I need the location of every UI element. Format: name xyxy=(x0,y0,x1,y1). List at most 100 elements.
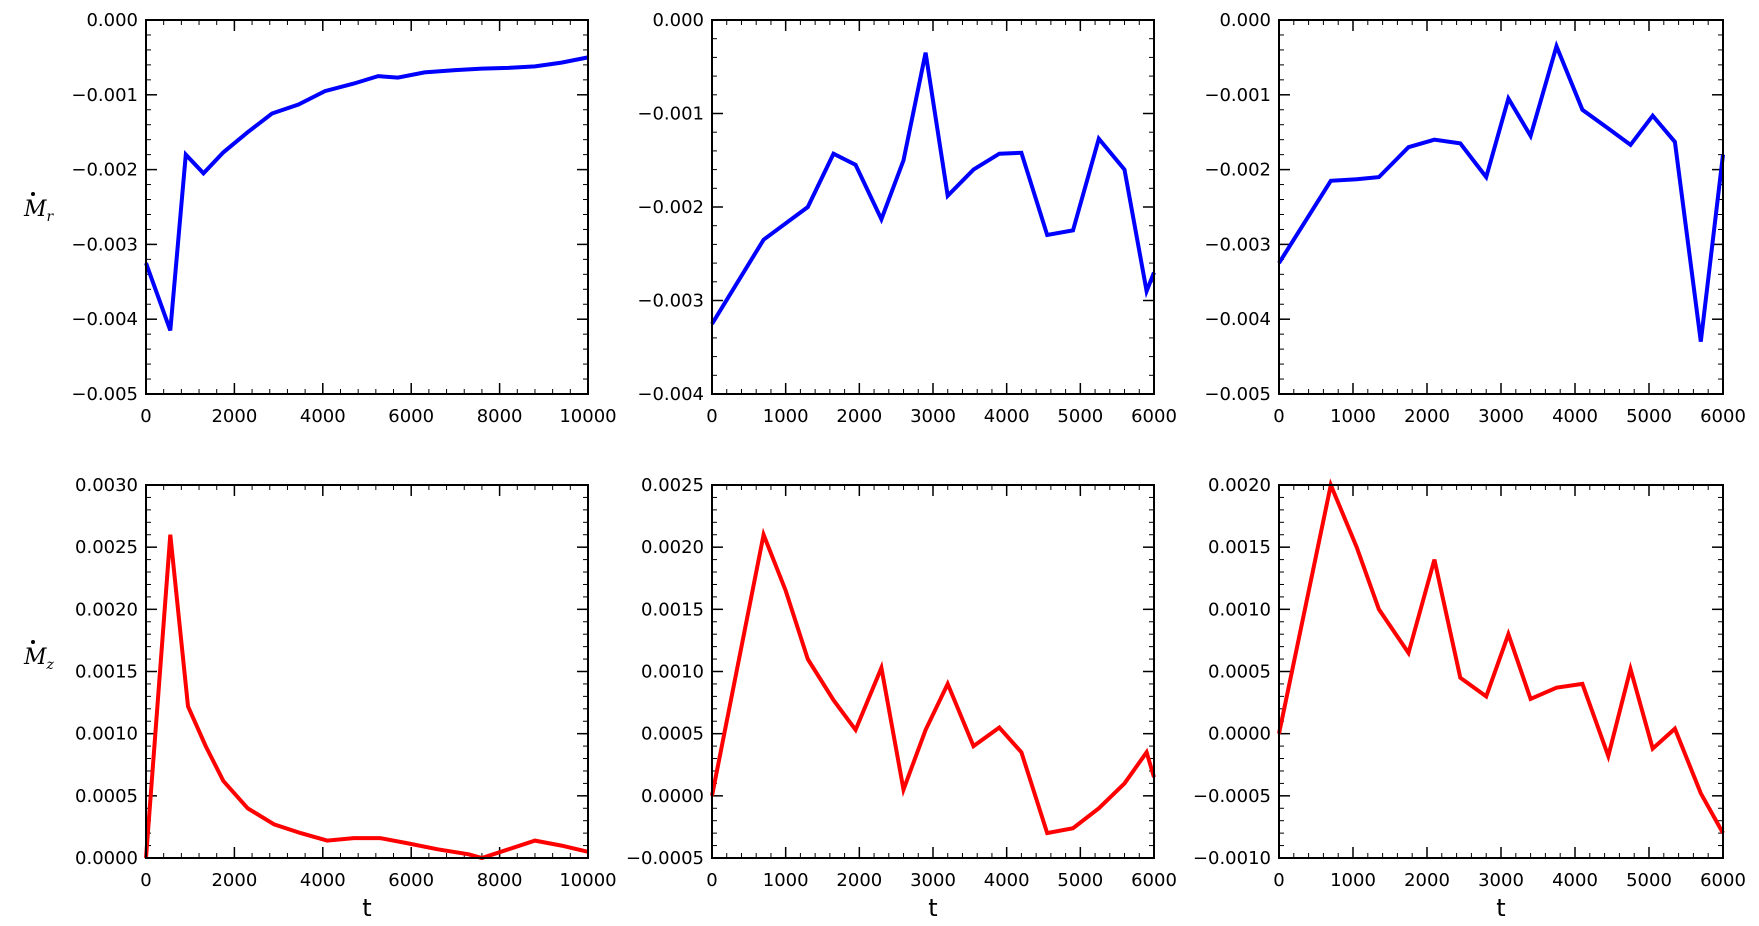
y-tick-label: −0.003 xyxy=(1204,234,1271,255)
x-tick-label: 5000 xyxy=(1057,870,1103,891)
x-tick-label: 0 xyxy=(1273,406,1284,427)
y-tick-label: 0.0010 xyxy=(1208,599,1271,620)
x-tick-label: 3000 xyxy=(1478,406,1524,427)
row-label-mdot-z: Mz xyxy=(23,640,55,673)
x-tick-label: 5000 xyxy=(1626,870,1672,891)
x-tick-label: 0 xyxy=(140,870,151,891)
y-tick-label: −0.005 xyxy=(1204,384,1271,405)
x-tick-label: 6000 xyxy=(1131,870,1177,891)
x-tick-label: 0 xyxy=(706,406,717,427)
y-tick-label: 0.0025 xyxy=(641,475,704,496)
svg-text:Mz: Mz xyxy=(23,645,55,673)
y-tick-label: −0.005 xyxy=(71,384,138,405)
x-tick-label: 6000 xyxy=(1700,406,1746,427)
minor-ticks xyxy=(711,19,1155,395)
major-ticks xyxy=(711,19,1155,395)
y-tick-label: −0.004 xyxy=(637,384,704,405)
y-tick-label: −0.001 xyxy=(637,104,704,125)
x-tick-label: 6000 xyxy=(1131,406,1177,427)
y-tick-label: −0.001 xyxy=(71,85,138,106)
x-tick-label: 2000 xyxy=(836,406,882,427)
row-label-dot xyxy=(31,640,35,644)
chart-panel-bottom-left: 0 2000 4000 6000 8000 10000 0.0000 0.0005 0.0010… xyxy=(75,475,617,922)
y-tick-label: 0.0030 xyxy=(75,475,138,496)
major-ticks xyxy=(1278,484,1724,859)
major-ticks xyxy=(1278,19,1724,395)
x-tick-label: 4000 xyxy=(984,870,1030,891)
minor-ticks xyxy=(1278,484,1724,859)
x-tick-label: 5000 xyxy=(1057,406,1103,427)
y-tick-label: −0.001 xyxy=(1204,85,1271,106)
chart-panel-top-middle: 0 1000 2000 3000 4000 5000 6000 −0.004 −0.003 −0.… xyxy=(637,10,1177,427)
x-tick-label: 8000 xyxy=(477,870,523,891)
y-tick-label: 0.0005 xyxy=(641,724,704,745)
y-tick-label: −0.002 xyxy=(637,197,704,218)
series-line xyxy=(1277,478,1725,835)
y-tick-label: −0.003 xyxy=(71,234,138,255)
x-tick-label: 3000 xyxy=(1478,870,1524,891)
chart-panel-bottom-middle: 0 1000 2000 3000 4000 5000 6000 −0.0005 0.0000 0.… xyxy=(626,475,1177,922)
major-ticks xyxy=(145,19,589,395)
x-tick-label: 8000 xyxy=(477,406,523,427)
minor-ticks xyxy=(145,484,589,859)
x-tick-label: 1000 xyxy=(763,870,809,891)
plot-frame xyxy=(711,484,1155,859)
x-tick-label: 1000 xyxy=(1330,870,1376,891)
chart-panel-top-right: 0 1000 2000 3000 4000 5000 6000 −0.005 −0.004 −0.… xyxy=(1204,10,1746,427)
x-tick-label: 10000 xyxy=(559,406,616,427)
x-tick-label: 6000 xyxy=(388,406,434,427)
x-tick-label: 4000 xyxy=(1552,406,1598,427)
x-tick-label: 2000 xyxy=(1404,870,1450,891)
x-tick-label: 0 xyxy=(706,870,717,891)
x-tick-label: 0 xyxy=(140,406,151,427)
minor-ticks xyxy=(145,19,589,395)
series-line xyxy=(710,527,1156,836)
series-line xyxy=(1277,40,1725,342)
major-ticks xyxy=(711,484,1155,859)
row-label-symbol: M xyxy=(23,197,47,222)
row-label-mdot-r: Mr xyxy=(23,192,55,225)
y-tick-label: 0.0025 xyxy=(75,537,138,558)
x-tick-label: 5000 xyxy=(1626,406,1672,427)
y-tick-label: −0.003 xyxy=(637,291,704,312)
series-line xyxy=(710,52,1156,325)
x-tick-label: 2000 xyxy=(211,406,257,427)
plot-frame xyxy=(145,484,589,859)
plot-frame xyxy=(711,19,1155,395)
x-tick-label: 3000 xyxy=(910,406,956,427)
y-tick-label: −0.002 xyxy=(1204,160,1271,181)
x-tick-label: 4000 xyxy=(300,406,346,427)
y-tick-label: 0.0015 xyxy=(641,599,704,620)
x-tick-label: 0 xyxy=(1273,870,1284,891)
y-tick-label: 0.0000 xyxy=(1208,724,1271,745)
x-tick-label: 6000 xyxy=(388,870,434,891)
y-tick-label: 0.0015 xyxy=(1208,537,1271,558)
y-tick-label: 0.0020 xyxy=(641,537,704,558)
series-line xyxy=(144,55,589,332)
x-tick-label: 4000 xyxy=(1552,870,1598,891)
minor-ticks xyxy=(1278,19,1724,395)
x-tick-label: 3000 xyxy=(910,870,956,891)
y-tick-label: 0.0005 xyxy=(75,786,138,807)
plot-frame xyxy=(1278,484,1724,859)
svg-text:Mr: Mr xyxy=(23,197,55,225)
y-tick-label: −0.0010 xyxy=(1193,848,1271,869)
minor-ticks xyxy=(711,484,1155,859)
x-tick-label: 1000 xyxy=(763,406,809,427)
y-tick-label: 0.0020 xyxy=(75,599,138,620)
y-tick-label: −0.0005 xyxy=(1193,786,1271,807)
y-tick-label: 0.000 xyxy=(86,10,138,31)
y-tick-label: −0.004 xyxy=(1204,309,1271,330)
x-tick-label: 4000 xyxy=(300,870,346,891)
y-tick-label: −0.0005 xyxy=(626,848,704,869)
x-axis-title: t xyxy=(928,894,937,922)
x-axis-title: t xyxy=(362,894,371,922)
x-tick-label: 2000 xyxy=(211,870,257,891)
row-label-symbol: M xyxy=(23,645,47,670)
y-tick-label: 0.000 xyxy=(1219,10,1271,31)
plot-frame xyxy=(1278,19,1724,395)
row-label-subscript: r xyxy=(47,209,55,225)
x-tick-label: 4000 xyxy=(984,406,1030,427)
chart-panel-top-left: 0 2000 4000 6000 8000 10000 −0.005 −0.004 −0.003… xyxy=(71,10,616,427)
